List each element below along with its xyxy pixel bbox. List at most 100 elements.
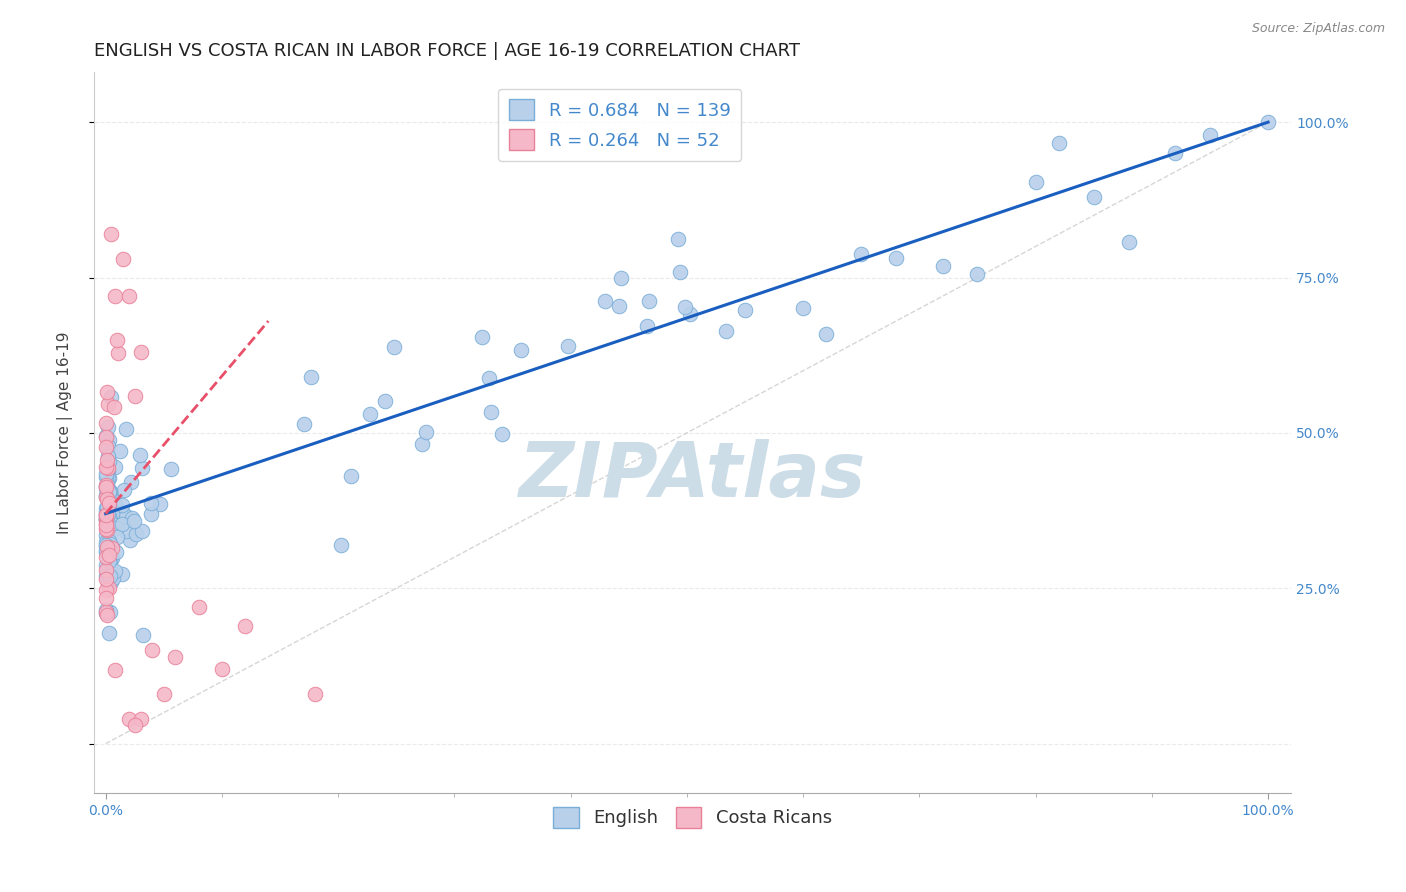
Point bbox=[97, 419, 120, 434]
Point bbox=[94, 508, 117, 522]
Point bbox=[359, 407, 381, 421]
Point bbox=[105, 521, 128, 535]
Point bbox=[94, 563, 117, 577]
Text: ZIPAtlas: ZIPAtlas bbox=[519, 439, 866, 513]
Point bbox=[211, 662, 233, 676]
Point bbox=[141, 643, 163, 657]
Point bbox=[668, 265, 690, 279]
Point bbox=[607, 299, 630, 313]
Point bbox=[94, 479, 117, 493]
Point bbox=[96, 507, 118, 521]
Point bbox=[98, 537, 121, 551]
Point bbox=[107, 346, 129, 360]
Point bbox=[96, 452, 118, 467]
Point bbox=[101, 507, 124, 521]
Point bbox=[94, 517, 117, 532]
Point bbox=[94, 490, 117, 504]
Point bbox=[94, 569, 117, 583]
Point bbox=[1047, 136, 1070, 151]
Point bbox=[233, 618, 256, 632]
Point bbox=[115, 422, 138, 436]
Point bbox=[100, 574, 122, 589]
Point bbox=[165, 649, 187, 664]
Point bbox=[97, 471, 120, 485]
Point bbox=[98, 484, 121, 499]
Point bbox=[94, 480, 117, 494]
Point bbox=[98, 534, 121, 549]
Point bbox=[96, 476, 118, 491]
Point bbox=[292, 417, 315, 431]
Point bbox=[152, 687, 174, 701]
Point bbox=[734, 302, 756, 317]
Point bbox=[97, 508, 120, 523]
Point bbox=[679, 307, 702, 321]
Legend: English, Costa Ricans: English, Costa Ricans bbox=[546, 799, 839, 835]
Point bbox=[97, 461, 120, 475]
Point bbox=[122, 514, 145, 528]
Point bbox=[101, 550, 124, 565]
Point bbox=[97, 575, 120, 590]
Point bbox=[637, 294, 659, 309]
Point bbox=[97, 581, 120, 595]
Point bbox=[94, 542, 117, 557]
Point bbox=[96, 510, 118, 524]
Point bbox=[94, 481, 117, 495]
Point bbox=[673, 300, 696, 314]
Point bbox=[124, 388, 146, 402]
Point bbox=[121, 511, 143, 525]
Point bbox=[97, 554, 120, 568]
Point bbox=[471, 330, 494, 344]
Point bbox=[96, 512, 118, 526]
Point bbox=[97, 471, 120, 485]
Point bbox=[103, 571, 125, 585]
Point bbox=[94, 441, 117, 455]
Point bbox=[105, 530, 128, 544]
Point bbox=[94, 508, 117, 522]
Point bbox=[111, 498, 134, 512]
Point bbox=[97, 569, 120, 583]
Point bbox=[304, 687, 326, 701]
Point bbox=[98, 483, 121, 498]
Y-axis label: In Labor Force | Age 16-19: In Labor Force | Age 16-19 bbox=[58, 332, 73, 534]
Point bbox=[111, 567, 134, 582]
Point bbox=[94, 469, 117, 483]
Point bbox=[104, 459, 127, 474]
Point bbox=[96, 417, 118, 431]
Point bbox=[104, 663, 127, 677]
Point bbox=[97, 541, 120, 555]
Point bbox=[94, 528, 117, 542]
Point bbox=[104, 289, 127, 303]
Point bbox=[96, 523, 118, 537]
Point bbox=[141, 496, 163, 510]
Point bbox=[103, 493, 125, 508]
Point bbox=[104, 544, 127, 558]
Point bbox=[110, 443, 132, 458]
Point bbox=[94, 509, 117, 524]
Point bbox=[1257, 115, 1279, 129]
Point bbox=[94, 550, 117, 565]
Point bbox=[104, 564, 127, 578]
Point bbox=[101, 539, 124, 553]
Point bbox=[120, 475, 142, 489]
Point bbox=[94, 459, 117, 474]
Point bbox=[510, 343, 533, 358]
Point bbox=[96, 603, 118, 617]
Point bbox=[97, 533, 120, 548]
Point bbox=[97, 576, 120, 591]
Point bbox=[96, 532, 118, 546]
Point bbox=[636, 319, 658, 334]
Point bbox=[97, 484, 120, 499]
Point bbox=[97, 507, 120, 521]
Point bbox=[159, 462, 181, 476]
Point bbox=[94, 517, 117, 532]
Point bbox=[491, 426, 513, 441]
Point bbox=[557, 338, 579, 352]
Point bbox=[1083, 189, 1105, 203]
Point bbox=[96, 608, 118, 623]
Point bbox=[931, 259, 953, 273]
Point bbox=[101, 566, 124, 580]
Point bbox=[1118, 235, 1140, 249]
Point bbox=[98, 513, 121, 527]
Point bbox=[96, 538, 118, 552]
Text: Source: ZipAtlas.com: Source: ZipAtlas.com bbox=[1251, 22, 1385, 36]
